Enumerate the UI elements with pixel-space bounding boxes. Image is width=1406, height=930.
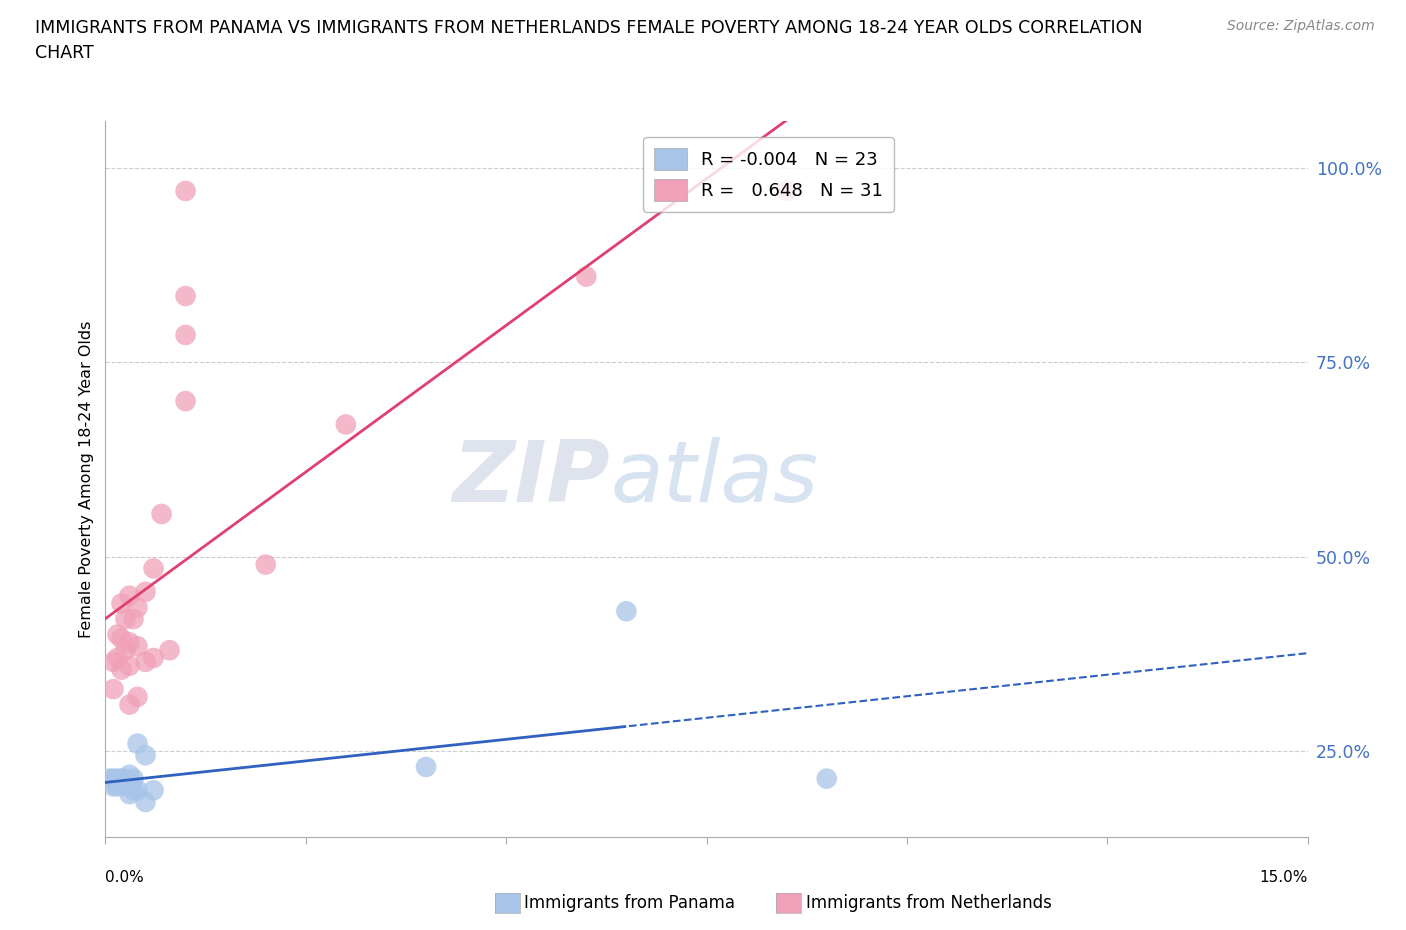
Point — [114, 643, 136, 658]
Point — [127, 783, 149, 798]
Point — [118, 589, 141, 604]
Text: atlas: atlas — [610, 437, 818, 521]
Point — [107, 771, 129, 786]
Point — [174, 183, 197, 198]
Text: 0.0%: 0.0% — [105, 870, 145, 884]
Point — [110, 771, 132, 786]
Point — [110, 631, 132, 646]
Text: 15.0%: 15.0% — [1260, 870, 1308, 884]
Point — [142, 783, 165, 798]
Point — [142, 561, 165, 576]
Point — [135, 584, 157, 599]
Point — [815, 771, 838, 786]
Point — [616, 604, 638, 618]
Point — [118, 635, 141, 650]
Text: CHART: CHART — [35, 44, 94, 61]
Point — [135, 794, 157, 809]
Legend: R = -0.004   N = 23, R =   0.648   N = 31: R = -0.004 N = 23, R = 0.648 N = 31 — [644, 137, 894, 212]
Point — [103, 771, 125, 786]
Point — [159, 643, 181, 658]
Point — [103, 655, 125, 670]
Text: IMMIGRANTS FROM PANAMA VS IMMIGRANTS FROM NETHERLANDS FEMALE POVERTY AMONG 18-24: IMMIGRANTS FROM PANAMA VS IMMIGRANTS FRO… — [35, 19, 1143, 36]
Point — [118, 767, 141, 782]
Point — [174, 288, 197, 303]
Text: Source: ZipAtlas.com: Source: ZipAtlas.com — [1227, 19, 1375, 33]
Point — [110, 662, 132, 677]
Point — [107, 651, 129, 666]
Point — [118, 779, 141, 794]
Point — [122, 612, 145, 627]
Point — [103, 775, 125, 790]
Point — [107, 779, 129, 794]
Point — [127, 639, 149, 654]
Point — [122, 783, 145, 798]
Point — [127, 737, 149, 751]
Text: Immigrants from Netherlands: Immigrants from Netherlands — [806, 894, 1052, 912]
Point — [107, 627, 129, 642]
Point — [150, 507, 173, 522]
Y-axis label: Female Poverty Among 18-24 Year Olds: Female Poverty Among 18-24 Year Olds — [79, 320, 94, 638]
Point — [114, 771, 136, 786]
Point — [142, 651, 165, 666]
Point — [103, 779, 125, 794]
Point — [110, 596, 132, 611]
Point — [118, 658, 141, 673]
Point — [103, 682, 125, 697]
Point — [776, 183, 799, 198]
Text: ZIP: ZIP — [453, 437, 610, 521]
Point — [335, 417, 357, 432]
Point — [114, 779, 136, 794]
Point — [122, 771, 145, 786]
Point — [135, 748, 157, 763]
Point — [174, 393, 197, 408]
Point — [135, 655, 157, 670]
Point — [110, 775, 132, 790]
Point — [174, 327, 197, 342]
Point — [254, 557, 277, 572]
Point — [127, 600, 149, 615]
Point — [575, 269, 598, 284]
Point — [114, 612, 136, 627]
Point — [415, 760, 437, 775]
Text: Immigrants from Panama: Immigrants from Panama — [524, 894, 735, 912]
Point — [118, 787, 141, 802]
Point — [127, 689, 149, 704]
Point — [98, 771, 121, 786]
Point — [118, 698, 141, 712]
